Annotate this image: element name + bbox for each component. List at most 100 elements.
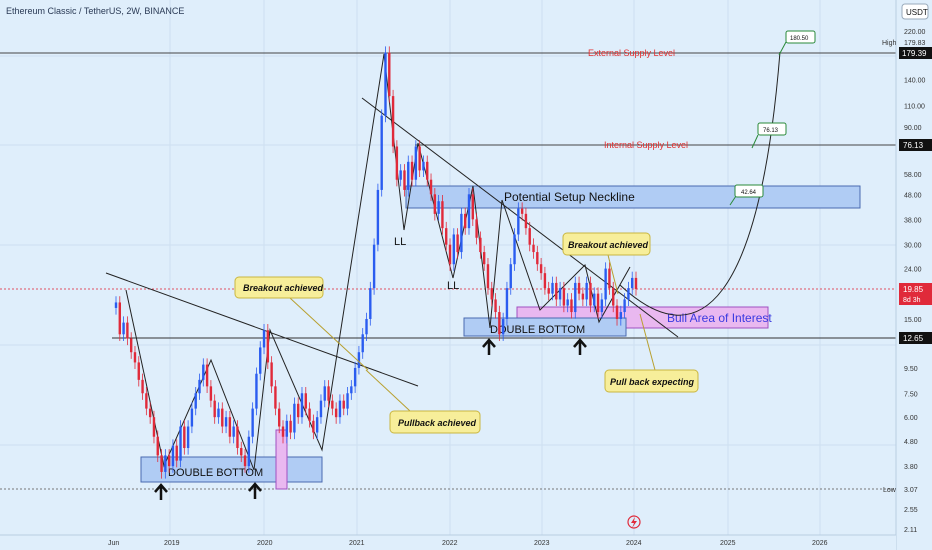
price-tick-label: 140.00: [904, 78, 926, 85]
candle-body: [281, 426, 285, 437]
candle-body: [217, 408, 220, 418]
double-bottom-label-left: DOUBLE BOTTOM: [168, 467, 263, 479]
price-tick-label: 15.00: [904, 317, 922, 324]
price-axis[interactable]: USDT 220.00 179.83 140.00 110.00 90.00 76.13 5…: [882, 0, 932, 550]
candle-body: [129, 338, 133, 353]
candle-body: [171, 445, 175, 467]
grid: [0, 0, 896, 535]
trendlines: [105, 51, 781, 471]
candle-body: [520, 208, 524, 214]
candle-body: [517, 208, 520, 235]
candle-body: [585, 282, 588, 300]
candle-body: [228, 417, 232, 437]
currency-label: USDT: [906, 8, 928, 17]
candle-body: [372, 244, 376, 289]
current-price-badge-text: 19.85: [903, 285, 924, 294]
time-tick-label: 2026: [812, 540, 828, 547]
candle-body: [539, 264, 543, 274]
candle-body: [323, 386, 326, 401]
candle-body: [369, 288, 372, 319]
support-price-badge-text: 12.65: [903, 334, 924, 343]
candle-body: [376, 189, 380, 245]
candle-body: [156, 436, 159, 456]
candle-body: [319, 400, 323, 418]
candle-body: [612, 288, 615, 306]
currency-button[interactable]: [901, 3, 929, 20]
candle-body: [179, 426, 182, 461]
candle-body: [623, 299, 626, 313]
candle-body: [251, 408, 254, 437]
candle-body: [304, 393, 307, 409]
candle-body: [456, 234, 459, 253]
double-bottom-zone-right[interactable]: [463, 317, 627, 337]
candle-body: [414, 146, 418, 180]
time-tick-label: 2019: [164, 540, 180, 547]
up-arrow-icon: [248, 482, 262, 499]
small-pink-zone: [275, 429, 288, 490]
candle-body: [577, 282, 581, 294]
candle-body: [418, 146, 421, 171]
candle-body: [479, 237, 482, 253]
time-tick-label: Jun: [108, 540, 119, 547]
target-label-3[interactable]: 180.50: [778, 30, 816, 56]
callout-pullback-expecting[interactable]: Pull back expecting: [604, 313, 699, 393]
candle-body: [494, 299, 497, 313]
candle-body: [232, 426, 235, 437]
candle-body: [608, 268, 611, 289]
price-tick-label: 3.80: [904, 464, 918, 471]
callout-breakout-right[interactable]: Breakout achieved: [562, 232, 651, 295]
candle-body: [467, 194, 471, 229]
candle-body: [259, 347, 262, 374]
candle-body: [388, 52, 391, 97]
candle-body: [562, 288, 566, 306]
target-label-2[interactable]: 76.13: [751, 122, 787, 149]
countdown-text: 8d 3h: [903, 297, 921, 304]
time-axis[interactable]: Jun 2019 2020 2021 2022 2023 2024 2025 2026: [0, 534, 896, 550]
current-price-badge: [899, 283, 932, 305]
double-bottom-label-right: DOUBLE BOTTOM: [490, 324, 585, 336]
candle-body: [342, 400, 345, 409]
time-tick-label: 2021: [349, 540, 365, 547]
candle-body: [437, 201, 440, 214]
double-bottom-zone-left[interactable]: [140, 456, 323, 483]
candle-body: [357, 352, 361, 368]
high-label: High: [882, 40, 897, 47]
candle-body: [133, 352, 137, 363]
candle-body: [581, 293, 585, 300]
candle-body: [350, 386, 353, 394]
price-tick-label: 6.00: [904, 415, 918, 422]
up-arrow-icon: [573, 338, 587, 355]
candle-body: [528, 228, 531, 245]
candle-body: [399, 170, 402, 180]
candle-body: [532, 244, 535, 253]
candle-body: [175, 445, 178, 461]
low-label: Low: [883, 487, 897, 494]
callout-breakout-left[interactable]: Breakout achieved: [234, 276, 369, 371]
chart-title: Ethereum Classic / TetherUS, 2W, BINANCE: [6, 6, 184, 16]
price-tick-label: 220.00: [904, 29, 926, 36]
lightning-icon[interactable]: [627, 515, 641, 529]
candle-body: [482, 252, 486, 265]
candle-body: [570, 299, 573, 313]
candle-body: [566, 299, 569, 306]
internal-price-badge: [899, 139, 932, 151]
callout-pullback-achieved[interactable]: Pullback achieved: [365, 369, 481, 434]
candle-body: [274, 386, 277, 409]
candle-body: [190, 408, 194, 427]
price-tick-label: 24.00: [904, 267, 922, 274]
candle-body: [296, 403, 300, 418]
price-tick-label: 4.80: [904, 439, 918, 446]
candle-body: [365, 318, 368, 335]
candle-body: [327, 386, 330, 401]
candle-body: [334, 408, 338, 418]
candle-body: [315, 417, 319, 433]
candle-body: [490, 288, 493, 300]
candle-body: [205, 364, 209, 387]
price-tick-label: 48.00: [904, 192, 922, 199]
candle-body: [422, 161, 425, 171]
target-label-1[interactable]: 42.64: [729, 184, 764, 206]
candle-body: [426, 161, 429, 180]
candle-body: [513, 234, 516, 265]
time-tick-label: 2023: [534, 540, 550, 547]
